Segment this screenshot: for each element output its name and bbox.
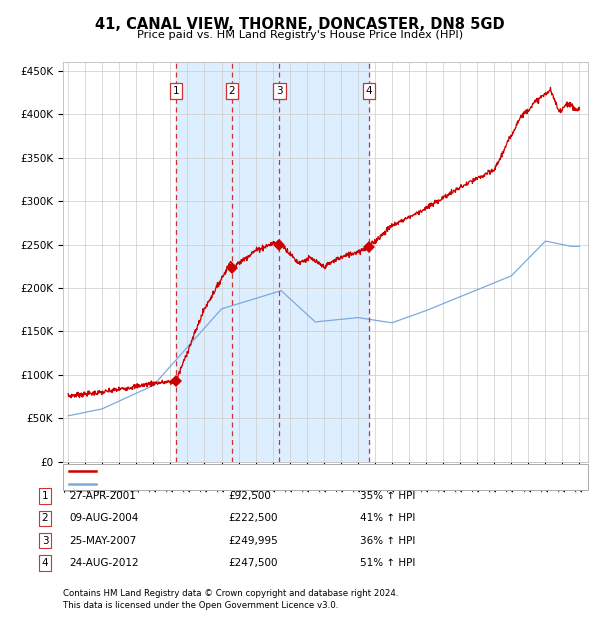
Text: HPI: Average price, detached house, Doncaster: HPI: Average price, detached house, Donc… [100, 479, 331, 489]
Text: Price paid vs. HM Land Registry's House Price Index (HPI): Price paid vs. HM Land Registry's House … [137, 30, 463, 40]
Text: 3: 3 [276, 86, 283, 95]
Text: £247,500: £247,500 [228, 558, 277, 568]
Text: 1: 1 [173, 86, 179, 95]
Text: 1: 1 [41, 491, 49, 501]
Text: Contains HM Land Registry data © Crown copyright and database right 2024.: Contains HM Land Registry data © Crown c… [63, 589, 398, 598]
Bar [232, 62, 280, 462]
Text: 35% ↑ HPI: 35% ↑ HPI [360, 491, 415, 501]
Text: 41, CANAL VIEW, THORNE, DONCASTER, DN8 5GD (detached house): 41, CANAL VIEW, THORNE, DONCASTER, DN8 5… [100, 466, 436, 476]
Text: 51% ↑ HPI: 51% ↑ HPI [360, 558, 415, 568]
Text: 3: 3 [41, 536, 49, 546]
Text: 36% ↑ HPI: 36% ↑ HPI [360, 536, 415, 546]
Bar [176, 62, 232, 462]
Text: 41% ↑ HPI: 41% ↑ HPI [360, 513, 415, 523]
Text: 2: 2 [229, 86, 235, 95]
Text: £92,500: £92,500 [228, 491, 271, 501]
Text: 2: 2 [41, 513, 49, 523]
Text: 41, CANAL VIEW, THORNE, DONCASTER, DN8 5GD: 41, CANAL VIEW, THORNE, DONCASTER, DN8 5… [95, 17, 505, 32]
Text: 25-MAY-2007: 25-MAY-2007 [69, 536, 136, 546]
Text: This data is licensed under the Open Government Licence v3.0.: This data is licensed under the Open Gov… [63, 601, 338, 611]
Text: 4: 4 [365, 86, 372, 95]
Text: 4: 4 [41, 558, 49, 568]
Text: 09-AUG-2004: 09-AUG-2004 [69, 513, 139, 523]
Text: 27-APR-2001: 27-APR-2001 [69, 491, 136, 501]
Bar [280, 62, 369, 462]
Text: £249,995: £249,995 [228, 536, 278, 546]
Text: £222,500: £222,500 [228, 513, 277, 523]
Text: 24-AUG-2012: 24-AUG-2012 [69, 558, 139, 568]
